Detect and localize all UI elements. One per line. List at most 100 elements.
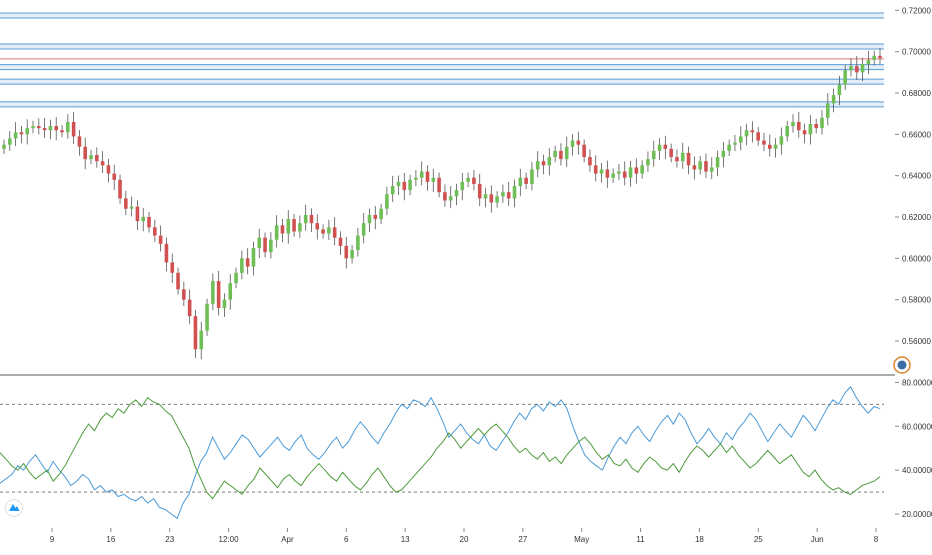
candle-body	[182, 289, 186, 300]
candle-body	[675, 157, 679, 162]
time-tick-label: May	[574, 535, 589, 544]
candle-body	[657, 144, 662, 151]
candle-body	[802, 130, 807, 135]
time-tick-label: Jun	[811, 535, 824, 544]
time-tick-label: 18	[695, 535, 704, 544]
time-tick-label: 25	[754, 535, 763, 544]
candle-body	[303, 214, 308, 224]
candle-body	[31, 126, 35, 129]
candle-body	[158, 235, 163, 244]
time-tick-label: Apr	[281, 535, 294, 544]
candle-body	[240, 258, 244, 273]
candle-body	[866, 59, 871, 65]
candle-body	[350, 250, 354, 259]
candle-body	[414, 177, 418, 180]
scale-badge-icon[interactable]	[893, 356, 911, 374]
candle-body	[611, 173, 615, 178]
candle-body	[48, 126, 53, 131]
candle-body	[112, 173, 117, 180]
tradingview-logo-icon[interactable]	[5, 499, 23, 517]
oscillator-line-di_minus	[0, 396, 881, 500]
candle-body	[692, 165, 697, 170]
candle-body	[234, 272, 238, 284]
candle-body	[872, 55, 876, 60]
level-band	[0, 64, 884, 70]
candle-body	[164, 243, 169, 263]
candle-body	[2, 144, 6, 149]
time-tick-label: 11	[636, 535, 645, 544]
candle-body	[211, 281, 215, 304]
candle-body	[669, 148, 673, 158]
candle-body	[263, 237, 267, 253]
candle-body	[332, 227, 337, 238]
candle-body	[814, 124, 818, 129]
candle-body	[141, 217, 146, 222]
candle-body	[617, 171, 621, 174]
price-tick-label: 0.64000	[902, 172, 931, 181]
candle-body	[176, 272, 180, 290]
candle-body	[698, 161, 702, 170]
candle-body	[518, 177, 523, 186]
candle-body	[727, 144, 731, 151]
candle-body	[796, 121, 801, 131]
candlestick-series	[2, 48, 882, 360]
candle-body	[535, 161, 540, 170]
candle-body	[257, 237, 262, 248]
candle-body	[356, 235, 360, 251]
candle-body	[854, 66, 859, 73]
candle-body	[756, 132, 760, 141]
price-tick-label: 0.68000	[902, 89, 931, 98]
price-tick-label: 0.62000	[902, 213, 931, 222]
candle-body	[489, 194, 494, 203]
candle-body	[849, 66, 853, 71]
candle-body	[89, 155, 93, 160]
candle-body	[704, 161, 708, 172]
candle-body	[135, 206, 140, 222]
candle-body	[733, 142, 737, 145]
candle-body	[327, 227, 331, 234]
candle-body	[106, 165, 111, 174]
time-tick-label: 27	[518, 535, 527, 544]
price-axis[interactable]: 0.72000 0.70000 0.68000 0.66000 0.64000 0.620…	[895, 6, 931, 346]
candle-body	[286, 219, 291, 234]
candle-body	[379, 208, 383, 220]
candle-body	[472, 177, 476, 184]
candle-body	[524, 177, 528, 184]
candle-body	[100, 161, 105, 166]
candle-body	[431, 177, 436, 182]
candle-body	[77, 136, 82, 147]
candle-body	[228, 283, 233, 300]
candle-body	[129, 206, 134, 209]
candle-body	[820, 117, 824, 129]
candle-body	[506, 192, 511, 199]
candle-body	[344, 245, 349, 259]
candle-body	[564, 146, 569, 160]
horizontal-levels	[0, 12, 884, 108]
candle-body	[274, 225, 279, 240]
candle-body	[599, 169, 604, 174]
candle-body	[530, 169, 534, 184]
candle-body	[483, 194, 488, 199]
candle-body	[385, 194, 389, 209]
candle-body	[443, 192, 447, 201]
time-tick-label: 6	[344, 535, 349, 544]
candle-body	[651, 150, 656, 160]
candle-body	[396, 181, 401, 186]
candle-body	[501, 192, 505, 197]
candle-body	[825, 103, 830, 118]
candle-body	[8, 138, 12, 145]
candle-body	[570, 140, 575, 147]
candle-body	[153, 227, 157, 236]
candle-body	[170, 262, 175, 273]
time-tick-label: 13	[401, 535, 410, 544]
candle-body	[843, 70, 847, 85]
time-axis[interactable]: 9 16 23 12:00 Apr 6 13 20 27 May 11 18 25 Jun 8	[50, 528, 879, 544]
candle-body	[878, 55, 882, 58]
time-tick-label: 23	[165, 535, 174, 544]
candle-body	[495, 196, 499, 203]
candle-body	[83, 146, 88, 160]
